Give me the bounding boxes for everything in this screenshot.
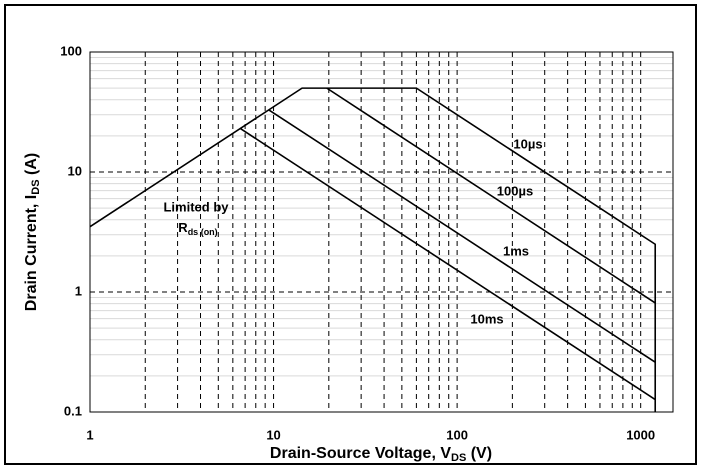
x-label-unit: (V) <box>466 445 492 462</box>
series-line <box>326 87 656 304</box>
marks <box>89 87 657 412</box>
x-axis-label: Drain-Source Voltage, VDS (V) <box>270 445 492 464</box>
series-label: 1ms <box>503 243 529 258</box>
x-tick-label: 1000 <box>626 427 655 442</box>
plot-frame <box>89 51 674 413</box>
series-line <box>239 127 656 401</box>
rds-sub: ds (on) <box>188 227 218 237</box>
grid <box>89 51 673 413</box>
y-tick-label: 10 <box>68 163 82 178</box>
x-tick-label: 1 <box>86 427 93 442</box>
series-label: 10µs <box>513 136 542 151</box>
rds-main: R <box>178 220 188 235</box>
x-tick-label: 10 <box>266 427 280 442</box>
x-label-sub: DS <box>451 452 466 464</box>
x-label-main: Drain-Source Voltage, V <box>270 445 451 462</box>
y-tick-label: 0.1 <box>64 403 82 418</box>
y-axis-label: Drain Current, IDS (A) <box>23 153 42 311</box>
y-label-main: Drain Current, I <box>23 195 40 311</box>
series-line <box>89 87 657 412</box>
series-label: 10ms <box>470 311 503 326</box>
series-line <box>268 109 656 363</box>
y-tick-label: 100 <box>60 43 82 58</box>
x-tick-label: 100 <box>446 427 468 442</box>
rds-label-line2: Rds (on) <box>178 220 217 237</box>
series-label: 100µs <box>497 183 533 198</box>
y-label-sub: DS <box>30 179 42 194</box>
rds-label-line1: Limited by <box>163 199 229 214</box>
y-label-unit: (A) <box>23 153 40 180</box>
y-tick-label: 1 <box>75 283 82 298</box>
